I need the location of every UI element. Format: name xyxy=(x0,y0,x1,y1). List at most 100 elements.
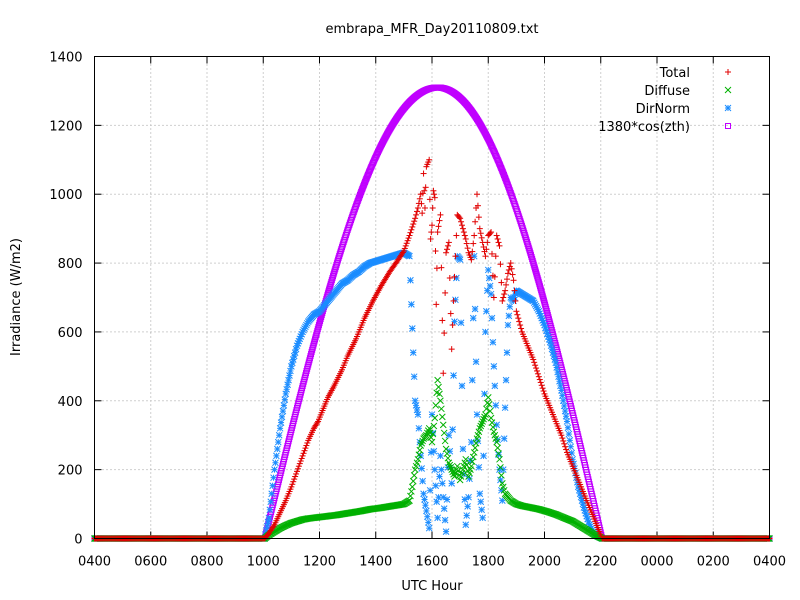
data-point xyxy=(288,363,295,370)
data-point xyxy=(433,265,440,272)
data-point xyxy=(431,414,439,422)
data-point xyxy=(414,208,420,215)
data-point xyxy=(330,271,337,278)
data-point xyxy=(489,250,495,257)
data-point xyxy=(436,217,443,224)
data-point xyxy=(562,412,570,420)
data-point xyxy=(533,269,540,276)
data-point xyxy=(431,194,438,201)
data-point xyxy=(484,239,491,246)
data-point xyxy=(439,421,447,429)
data-point xyxy=(300,450,307,457)
data-point xyxy=(429,222,435,229)
data-point xyxy=(445,459,453,467)
data-point xyxy=(427,235,434,242)
data-point xyxy=(409,349,417,356)
data-point xyxy=(453,232,460,239)
data-point xyxy=(443,249,450,256)
data-point xyxy=(298,455,305,462)
data-point xyxy=(401,245,408,252)
data-point xyxy=(504,270,511,277)
data-point xyxy=(502,376,510,384)
data-point xyxy=(526,246,533,253)
data-point xyxy=(408,301,415,308)
data-point xyxy=(563,446,570,453)
data-point xyxy=(502,287,509,294)
data-point xyxy=(505,312,513,320)
data-point xyxy=(558,387,565,394)
data-point xyxy=(558,392,566,399)
data-point xyxy=(326,284,333,291)
data-point xyxy=(409,223,416,230)
data-point xyxy=(331,267,338,274)
data-point xyxy=(274,438,282,446)
data-point xyxy=(421,187,428,194)
legend-label-cos-zth: 1380*cos(zth) xyxy=(598,120,690,135)
data-point xyxy=(449,426,456,433)
data-point xyxy=(290,478,297,485)
data-point xyxy=(446,461,454,469)
x-tick-label: 0600 xyxy=(134,555,167,570)
data-point xyxy=(481,413,488,421)
data-point xyxy=(504,321,512,329)
data-point xyxy=(472,358,480,366)
legend-markers xyxy=(724,69,732,129)
data-point xyxy=(434,229,441,236)
data-point xyxy=(435,383,442,391)
data-point xyxy=(272,459,279,467)
data-point xyxy=(473,411,481,418)
data-point xyxy=(497,261,504,268)
data-point xyxy=(296,460,303,467)
data-point xyxy=(407,276,414,284)
data-point xyxy=(539,385,546,392)
data-point xyxy=(560,437,567,444)
data-point xyxy=(440,505,448,513)
data-point xyxy=(419,190,426,197)
data-point xyxy=(271,466,278,473)
data-point xyxy=(483,399,491,407)
data-point xyxy=(437,211,444,218)
data-point xyxy=(303,442,310,449)
data-point xyxy=(440,370,447,377)
y-tick-label: 1000 xyxy=(49,188,82,203)
data-point xyxy=(464,245,471,252)
legend-label-total: Total xyxy=(659,66,690,81)
data-point xyxy=(419,210,426,217)
data-point xyxy=(459,225,466,232)
data-point xyxy=(500,435,508,443)
data-point xyxy=(437,397,444,405)
data-point xyxy=(528,252,534,259)
data-point xyxy=(512,297,519,304)
data-point xyxy=(478,506,486,514)
data-point xyxy=(474,191,480,198)
data-point xyxy=(478,420,486,428)
data-point xyxy=(263,522,271,530)
x-tick-label: 0200 xyxy=(697,555,730,570)
data-point xyxy=(294,465,301,472)
data-point xyxy=(273,445,281,453)
y-axis-label: Irradiance (W/m2) xyxy=(9,238,24,356)
data-point xyxy=(425,524,433,532)
data-point xyxy=(533,365,540,372)
data-point xyxy=(328,278,335,285)
data-point xyxy=(416,195,423,202)
data-point xyxy=(273,452,280,460)
data-point xyxy=(498,497,506,504)
data-point xyxy=(538,382,545,389)
x-tick-label: 2200 xyxy=(584,555,617,570)
data-point xyxy=(531,359,538,366)
data-point xyxy=(476,424,484,432)
data-point xyxy=(406,232,413,239)
data-point xyxy=(442,528,450,535)
data-point xyxy=(527,250,534,257)
data-point xyxy=(457,215,464,222)
data-point xyxy=(299,452,306,459)
y-tick-label: 600 xyxy=(58,326,83,341)
data-point xyxy=(279,407,287,415)
data-point xyxy=(433,301,440,308)
data-point xyxy=(421,496,428,503)
data-point xyxy=(458,218,465,225)
data-point xyxy=(480,415,487,423)
data-point xyxy=(535,279,542,286)
